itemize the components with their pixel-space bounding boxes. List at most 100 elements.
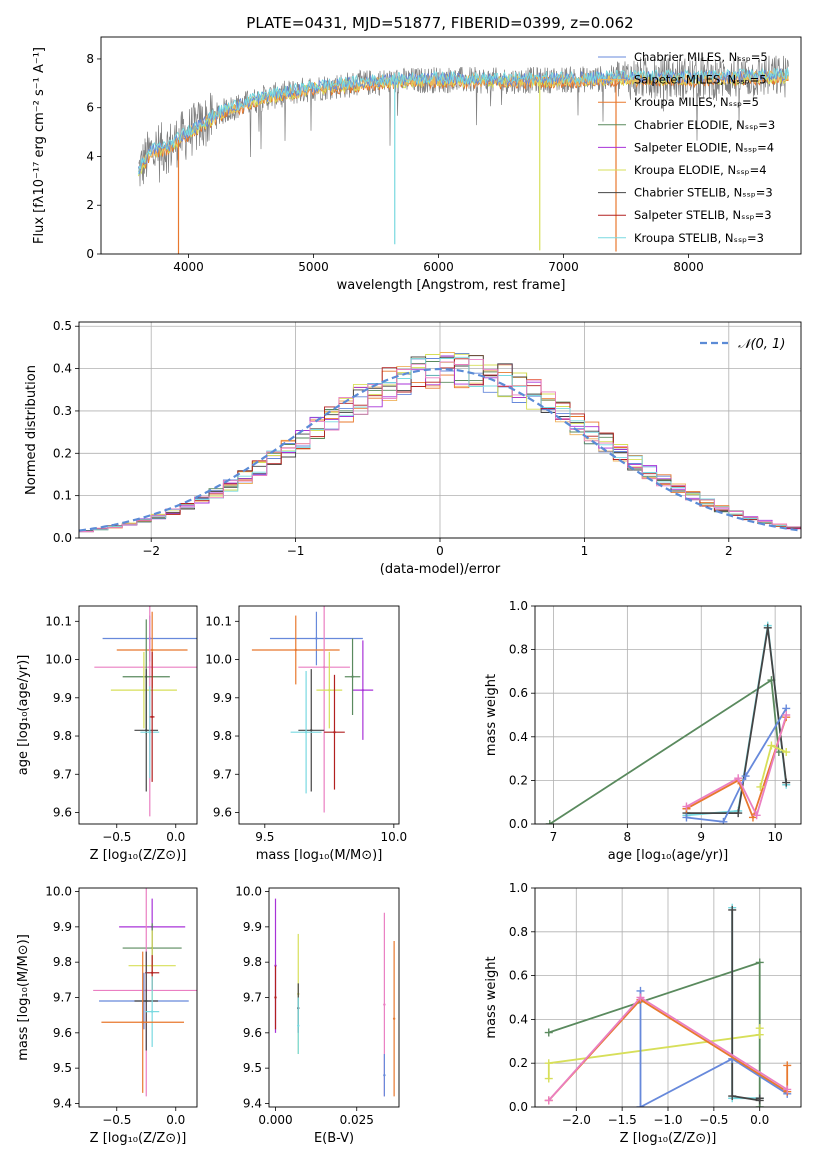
model-spectrum-kroupa_stelib: [138, 67, 789, 175]
weight_vs_z-panel: −2.0 −1.5 −1.0 −0.5 0.0 0.0 0.2 0.4 0.6 0.8 1.0 Z […: [484, 881, 802, 1146]
x-tick-label: 10: [767, 830, 782, 844]
y-axis-label: mass [log₁₀(M/M⊙)]: [16, 934, 31, 1061]
data-point: [383, 1003, 386, 1006]
y-tick-label: 10.0: [45, 885, 72, 899]
legend-label: Salpeter ELODIE, Nₛₛₚ=4: [634, 140, 774, 154]
age_vs_z-plot-area: [94, 606, 197, 817]
data-point: [315, 637, 318, 640]
y-tick-label: 0.6: [509, 969, 528, 983]
data-point: [142, 688, 146, 692]
data-point: [328, 688, 331, 692]
y-axis-label: age [log₁₀(age/yr)]: [16, 655, 31, 776]
weight-marker: [783, 1061, 792, 1070]
axes-frame: [268, 887, 400, 1108]
y-tick-label: 0.0: [509, 817, 528, 831]
x-axis-label: (data-model)/error: [380, 562, 501, 577]
weight-line-chabrier_stelib: [686, 627, 788, 814]
weight-line-chabrier_elodie: [549, 678, 780, 824]
age_vs_mass-panel: 9.5 10.0 9.6 9.7 9.8 9.9 10.0 10.1 mass [log₁₀(M…: [205, 605, 407, 863]
x-tick-label: 0.025: [340, 1113, 374, 1127]
x-tick-label: 8000: [673, 260, 704, 274]
x-tick-label: 1: [581, 544, 589, 558]
x-tick-label: −2: [142, 544, 160, 558]
y-tick-label: 0.0: [509, 1100, 528, 1114]
data-point: [361, 688, 365, 692]
weight-line-chabrier_miles: [639, 990, 788, 1107]
weight_vs_age-panel: 7 8 9 10 0.0 0.2 0.4 0.6 0.8 1.0 age [log₁₀(age/yr…: [484, 599, 802, 863]
legend-label: Salpeter STELIB, Nₛₛₚ=3: [634, 208, 772, 222]
data-point: [297, 1024, 300, 1027]
y-tick-label: 9.7: [53, 991, 72, 1005]
y-tick-label: 9.6: [243, 1026, 262, 1040]
age_vs_z-panel: −0.5 0.0 9.6 9.7 9.8 9.9 10.0 10.1 Z [log₁₀(Z/Z⊙…: [16, 605, 198, 863]
y-tick-label: 0.5: [53, 319, 72, 333]
y-tick-label: 9.5: [53, 1061, 72, 1075]
y-tick-label: 9.8: [243, 955, 262, 969]
y-tick-label: 9.4: [243, 1096, 262, 1110]
y-tick-label: 0.0: [53, 531, 72, 545]
data-point: [294, 648, 297, 652]
data-point: [150, 1010, 154, 1013]
y-tick-label: 9.8: [53, 729, 72, 743]
weight-marker: [728, 1092, 737, 1101]
x-tick-label: 7: [550, 830, 558, 844]
y-tick-label: 0.2: [509, 773, 528, 787]
axes-frame: [238, 605, 400, 825]
axes-frame: [100, 36, 802, 255]
weight-marker: [636, 1103, 645, 1107]
x-axis-label: Z [log₁₀(Z/Z⊙)]: [620, 1131, 717, 1146]
y-tick-label: 0.8: [509, 925, 528, 939]
x-tick-label: 8: [624, 830, 632, 844]
y-tick-label: 9.7: [213, 767, 232, 781]
legend-label: Chabrier MILES, Nₛₛₚ=5: [634, 50, 768, 64]
weight-marker: [682, 813, 691, 822]
data-point: [150, 715, 154, 719]
x-tick-label: 0: [436, 544, 444, 558]
legend-label: Chabrier STELIB, Nₛₛₚ=3: [634, 186, 773, 200]
y-tick-label: 9.6: [53, 1026, 72, 1040]
weight-marker: [544, 1059, 553, 1068]
data-point: [392, 1017, 396, 1020]
data-point: [141, 1021, 144, 1024]
weight-marker: [636, 993, 645, 1002]
y-tick-label: 0: [86, 247, 94, 261]
y-tick-label: 10.0: [205, 653, 232, 667]
weight-marker: [728, 905, 737, 914]
axes-frame: [78, 605, 198, 825]
axes-frame: [534, 605, 802, 825]
mass_vs_ebv-plot-area: [274, 898, 396, 1097]
y-tick-label: 10.1: [45, 614, 72, 628]
weight-marker: [734, 774, 743, 783]
y-tick-label: 8: [86, 52, 94, 66]
x-tick-label: −1.5: [608, 1113, 637, 1127]
x-tick-label: 2: [725, 544, 733, 558]
x-axis-label: Z [log₁₀(Z/Z⊙)]: [90, 848, 187, 863]
weight-marker: [752, 811, 761, 820]
x-tick-label: 7000: [548, 260, 579, 274]
y-tick-label: 0.4: [509, 730, 528, 744]
data-point: [310, 729, 313, 732]
y-tick-label: 9.6: [53, 806, 72, 820]
spectrum-legend: Chabrier MILES, Nₛₛₚ=5 Salpeter MILES, Nₛ…: [598, 50, 775, 245]
weight-line-pink: [686, 714, 788, 818]
data-point: [351, 675, 354, 678]
mass_vs_ebv-panel: 0.000 0.025 9.4 9.5 9.6 9.7 9.8 9.9 10.0 E(B-V): [235, 885, 400, 1146]
x-tick-label: 0.0: [166, 1113, 185, 1127]
y-tick-label: 10.1: [205, 614, 232, 628]
residuals-plot-area: [79, 352, 801, 533]
y-tick-label: 9.9: [53, 691, 72, 705]
weight-marker: [544, 1096, 553, 1105]
y-tick-label: 9.9: [243, 920, 262, 934]
data-point: [145, 999, 148, 1003]
y-tick-label: 0.8: [509, 643, 528, 657]
x-axis-label: mass [log₁₀(M/M⊙)]: [256, 848, 383, 863]
y-tick-label: 1.0: [509, 599, 528, 613]
legend-label: Kroupa STELIB, Nₛₛₚ=3: [634, 231, 764, 245]
mass_vs_z-plot-area: [93, 888, 197, 1097]
legend-label: Kroupa MILES, Nₛₛₚ=5: [634, 95, 759, 109]
weight_vs_z-plot-area: [544, 903, 792, 1107]
y-tick-label: 0.6: [509, 686, 528, 700]
weight-line-chabrier_miles: [686, 708, 787, 823]
x-tick-label: −0.5: [699, 1113, 728, 1127]
residuals-panel: −2 −1 0 1 2 0.0 0.1 0.2 0.3 0.4 0.5 (data-model)/er…: [24, 319, 802, 577]
